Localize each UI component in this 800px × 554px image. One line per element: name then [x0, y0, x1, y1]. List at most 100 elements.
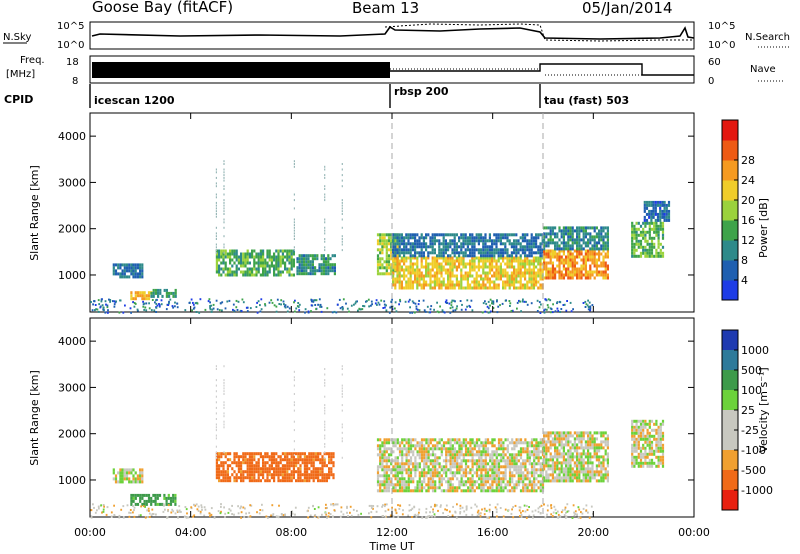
data-cell — [455, 280, 458, 284]
data-cell — [589, 461, 592, 465]
data-cell — [223, 204, 225, 207]
data-cell — [537, 486, 540, 490]
data-cell — [560, 446, 563, 450]
data-cell — [242, 258, 245, 262]
data-cell — [416, 265, 419, 269]
data-cell — [460, 441, 463, 445]
data-cell — [519, 283, 522, 287]
data-cell — [567, 467, 570, 471]
data-cell — [112, 272, 115, 276]
data-cell — [416, 268, 419, 272]
data-cell — [319, 305, 321, 308]
data-cell — [447, 262, 450, 266]
data-cell — [414, 444, 417, 448]
data-cell — [420, 474, 424, 478]
data-cell — [524, 474, 527, 478]
data-cell — [114, 272, 118, 276]
data-cell — [598, 473, 601, 477]
data-cell — [587, 249, 590, 253]
data-cell — [165, 288, 168, 292]
data-cell — [569, 232, 572, 236]
data-cell — [502, 465, 505, 469]
data-cell — [244, 452, 247, 456]
data-cell — [224, 452, 227, 456]
y-tick-label: 1000 — [58, 269, 86, 282]
data-cell — [497, 248, 500, 252]
data-cell — [415, 515, 418, 518]
data-cell — [482, 262, 485, 266]
data-cell — [290, 479, 293, 483]
data-cell — [606, 241, 609, 245]
data-cell — [576, 276, 579, 280]
data-cell — [165, 496, 168, 500]
data-cell — [418, 251, 421, 255]
data-cell — [508, 277, 511, 281]
data-cell — [398, 465, 402, 469]
data-cell — [286, 476, 289, 480]
data-cell — [573, 249, 576, 253]
data-cell — [604, 267, 607, 271]
data-cell — [235, 452, 238, 456]
data-cell — [155, 306, 158, 309]
data-cell — [192, 303, 195, 306]
data-cell — [143, 308, 146, 311]
data-cell — [571, 452, 574, 456]
data-cell — [480, 286, 483, 290]
data-cell — [405, 453, 408, 457]
data-cell — [598, 455, 601, 459]
data-cell — [436, 256, 439, 260]
data-cell — [396, 262, 399, 266]
data-cell — [654, 206, 657, 210]
data-cell — [298, 303, 301, 306]
data-cell — [539, 274, 542, 278]
data-cell — [458, 254, 461, 258]
data-cell — [602, 229, 605, 233]
data-cell — [469, 480, 472, 484]
data-cell — [460, 459, 463, 463]
data-cell — [532, 277, 535, 281]
data-cell — [412, 468, 415, 472]
data-cell — [117, 266, 120, 270]
data-cell — [387, 272, 391, 276]
data-cell — [535, 251, 538, 255]
data-cell — [569, 258, 572, 262]
data-cell — [392, 271, 395, 275]
data-cell — [383, 236, 386, 240]
data-cell — [215, 207, 217, 210]
data-cell — [240, 264, 243, 268]
data-cell — [223, 243, 225, 246]
data-cell — [425, 274, 428, 278]
data-cell — [545, 273, 548, 277]
data-cell — [268, 258, 271, 262]
data-cell — [398, 486, 402, 490]
data-cell — [644, 446, 647, 450]
data-cell — [526, 459, 529, 463]
data-cell — [431, 489, 435, 493]
data-cell — [530, 286, 533, 290]
data-cell — [491, 286, 494, 290]
data-cell — [646, 455, 649, 459]
freq-unit-label: [MHz] — [6, 69, 35, 80]
data-cell — [659, 449, 662, 453]
data-cell — [387, 489, 391, 493]
data-cell — [453, 283, 456, 287]
data-cell — [226, 467, 229, 471]
data-cell — [136, 308, 139, 311]
data-cell — [606, 461, 609, 465]
data-cell — [510, 271, 513, 275]
data-cell — [144, 306, 147, 309]
data-cell — [499, 242, 502, 246]
data-cell — [329, 263, 332, 267]
data-cell — [539, 489, 542, 493]
data-cell — [440, 474, 443, 478]
data-cell — [405, 280, 408, 284]
data-cell — [482, 265, 485, 269]
data-cell — [381, 468, 384, 472]
data-cell — [576, 270, 579, 274]
data-cell — [300, 260, 303, 264]
data-cell — [325, 266, 328, 270]
data-cell — [220, 452, 223, 456]
data-cell — [447, 515, 450, 517]
data-cell — [255, 261, 258, 265]
data-cell — [440, 254, 443, 258]
